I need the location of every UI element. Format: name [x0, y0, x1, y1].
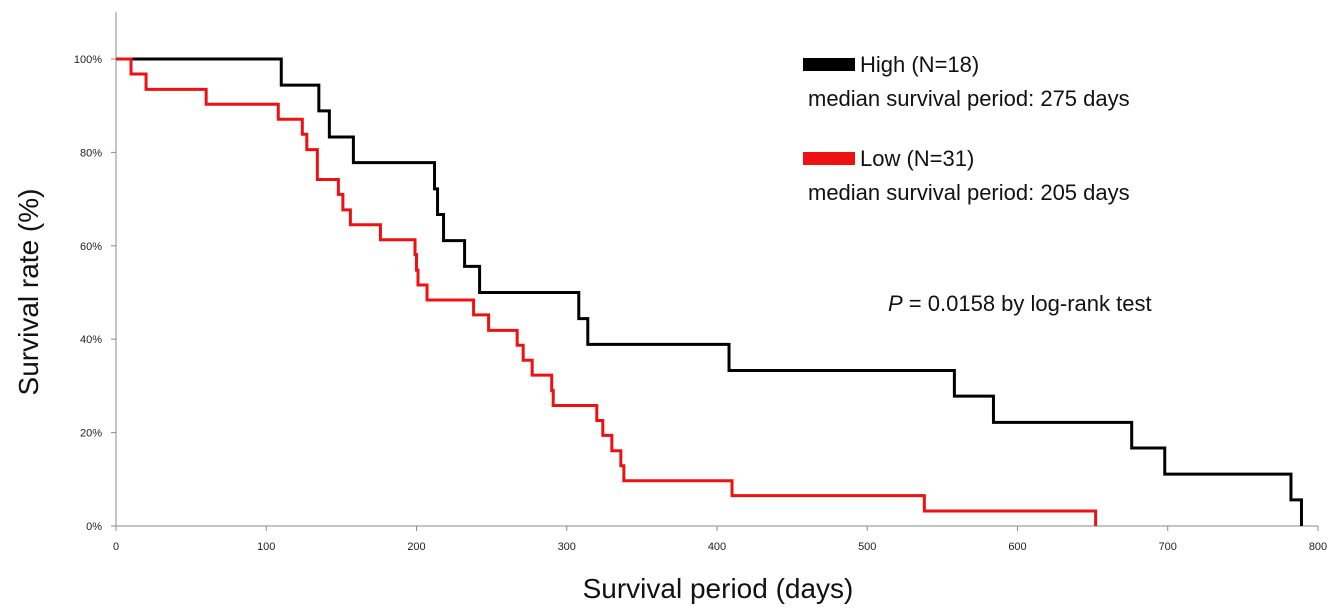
x-tick-label: 0 — [113, 541, 119, 553]
x-tick-label: 400 — [708, 541, 726, 553]
legend-swatch-high — [803, 58, 855, 71]
legend-median-low: median survival period: 205 days — [808, 180, 1130, 205]
p-value-text: = 0.0158 by log-rank test — [903, 291, 1152, 316]
x-axis-title: Survival period (days) — [583, 573, 854, 604]
survival-curve-high — [116, 57, 1303, 526]
axes — [111, 12, 1319, 531]
y-tick-label: 80% — [80, 147, 102, 159]
legend-median-high: median survival period: 275 days — [808, 86, 1130, 111]
y-axis-title: Survival rate (%) — [13, 189, 44, 396]
legend-swatch-low — [803, 152, 855, 165]
legend-label-low: Low (N=31) — [860, 146, 974, 171]
x-tick-label: 200 — [407, 541, 425, 553]
tick-labels: 0% 20% 40% 60% 80% 100% 0 100 200 300 400 500 600 700… — [74, 54, 1327, 553]
y-tick-label: 40% — [80, 334, 102, 346]
survival-curves — [116, 57, 1303, 526]
y-tick-label: 20% — [80, 428, 102, 440]
x-tick-label: 500 — [858, 541, 876, 553]
p-value-annotation: P = 0.0158 by log-rank test — [888, 291, 1152, 316]
x-tick-label: 700 — [1159, 541, 1177, 553]
legend-label-high: High (N=18) — [860, 52, 979, 77]
x-tick-label: 300 — [558, 541, 576, 553]
x-tick-label: 800 — [1309, 541, 1327, 553]
legend: High (N=18) median survival period: 275 … — [803, 52, 1130, 205]
p-symbol: P — [888, 291, 903, 316]
y-tick-label: 0% — [86, 521, 102, 533]
x-tick-label: 600 — [1008, 541, 1026, 553]
survival-curve-low — [116, 57, 1098, 526]
x-tick-label: 100 — [257, 541, 275, 553]
y-tick-label: 100% — [74, 54, 102, 66]
y-tick-label: 60% — [80, 241, 102, 253]
